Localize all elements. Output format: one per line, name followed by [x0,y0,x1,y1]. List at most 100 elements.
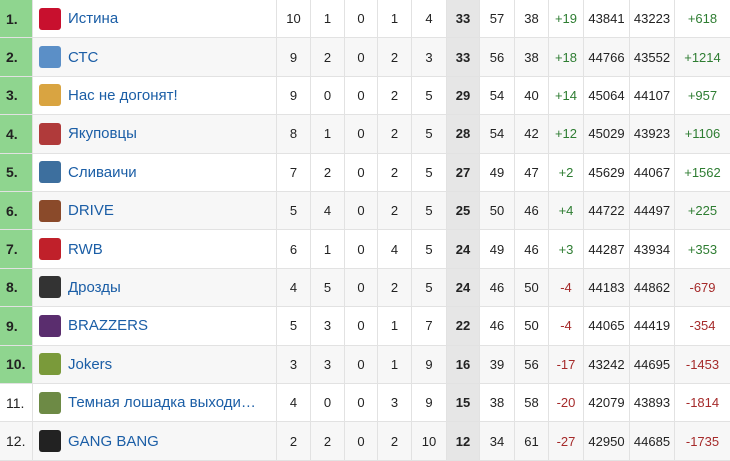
stat: 2 [378,268,412,307]
stat: 49 [480,230,515,268]
stat: 45029 [584,115,630,153]
team-name[interactable]: DRIVE [68,202,114,220]
stat: 4 [378,230,412,268]
team-cell: Якуповцы [33,115,277,153]
stat: 0 [345,230,378,268]
stat: -1735 [685,433,720,449]
stat: 9 [277,38,311,76]
team-logo [39,353,61,376]
stat: +618 [687,11,718,27]
team-logo [39,238,61,261]
stat: 56 [515,345,549,383]
stat: 44497 [630,192,675,230]
rank: 2. [0,38,33,76]
rank: 9. [0,307,33,345]
stat: 42950 [584,422,630,460]
team-name[interactable]: BRAZZERS [68,317,149,335]
stat: 3 [311,345,345,383]
team-cell: Дрозды [33,268,277,307]
stat: 4 [412,0,447,38]
stat: 3 [412,38,447,76]
stat: 43893 [630,384,675,422]
team-logo [39,199,61,222]
stat: +19 [549,0,584,38]
team-name[interactable]: Jokers [68,355,113,373]
stat: +957 [687,87,718,103]
stat: 9 [412,345,447,383]
points: 16 [447,345,480,383]
rank: 3. [0,76,33,115]
stat: 40 [515,76,549,115]
stat: 2 [311,422,345,460]
stat: +1562 [684,164,721,180]
team-name[interactable]: Нас не догонят! [68,86,178,104]
points: 24 [447,268,480,307]
stat: 8 [277,115,311,153]
team-cell: Сливаичи [33,153,277,191]
points: 29 [447,76,480,115]
table-row: 9. BRAZZERS 5 3 0 1 7 22 46 50 -4 44065 44419 -354 [0,307,730,346]
team-name[interactable]: Темная лошадка выходи… [68,394,256,412]
table-row: 10. Jokers 3 3 0 1 9 16 39 56 -17 43242 44695 -1453 [0,345,730,384]
stat: 0 [345,0,378,38]
stat: 45064 [584,76,630,115]
team-name[interactable]: Дрозды [68,278,121,296]
stat: -27 [549,422,584,460]
stat: 0 [345,192,378,230]
team-name[interactable]: СТС [68,48,99,66]
stat: 44287 [584,230,630,268]
stat: 0 [345,115,378,153]
rank: 11. [0,384,33,422]
rank: 10. [0,345,33,383]
team-cell: Истина [33,0,277,38]
team-cell: Темная лошадка выходи… [33,384,277,422]
stat: 44766 [584,38,630,76]
stat: 2 [378,115,412,153]
stat: +1214 [684,49,721,65]
stat: 50 [515,307,549,345]
stat: 1 [311,230,345,268]
points: 33 [447,38,480,76]
stat: 46 [480,268,515,307]
stat: 0 [345,76,378,115]
stat: 1 [378,345,412,383]
stat: 2 [277,422,311,460]
points: 33 [447,0,480,38]
stat: 7 [412,307,447,345]
stat: 10 [277,0,311,38]
stat: 5 [412,230,447,268]
team-name[interactable]: Истина [68,10,119,28]
stat: 61 [515,422,549,460]
stat: +4 [549,192,584,230]
points: 24 [447,230,480,268]
points: 22 [447,307,480,345]
table-row: 4. Якуповцы 8 1 0 2 5 28 54 42 +12 45029 43923 +1106 [0,115,730,154]
stat: 44107 [630,76,675,115]
team-name[interactable]: RWB [68,240,103,258]
stat: -354 [689,318,716,334]
stat: 3 [311,307,345,345]
stat: 0 [311,384,345,422]
team-logo [39,276,61,299]
stat: 56 [480,38,515,76]
stat: 5 [412,115,447,153]
stat: 2 [378,192,412,230]
team-logo [39,161,61,184]
stat: 54 [480,115,515,153]
stat: 46 [480,307,515,345]
team-name[interactable]: Сливаичи [68,163,137,181]
team-name[interactable]: Якуповцы [68,125,137,143]
rank: 7. [0,230,33,268]
stat: -1814 [685,395,720,411]
stat: 45629 [584,153,630,191]
table-row: 6. DRIVE 5 4 0 2 5 25 50 46 +4 44722 44497 +225 [0,192,730,231]
stat: -17 [549,345,584,383]
stat: 4 [277,384,311,422]
stat: 50 [515,268,549,307]
rank: 12. [0,422,33,460]
team-name[interactable]: GANG BANG [68,432,159,450]
stat: 5 [412,153,447,191]
stat: 0 [345,153,378,191]
